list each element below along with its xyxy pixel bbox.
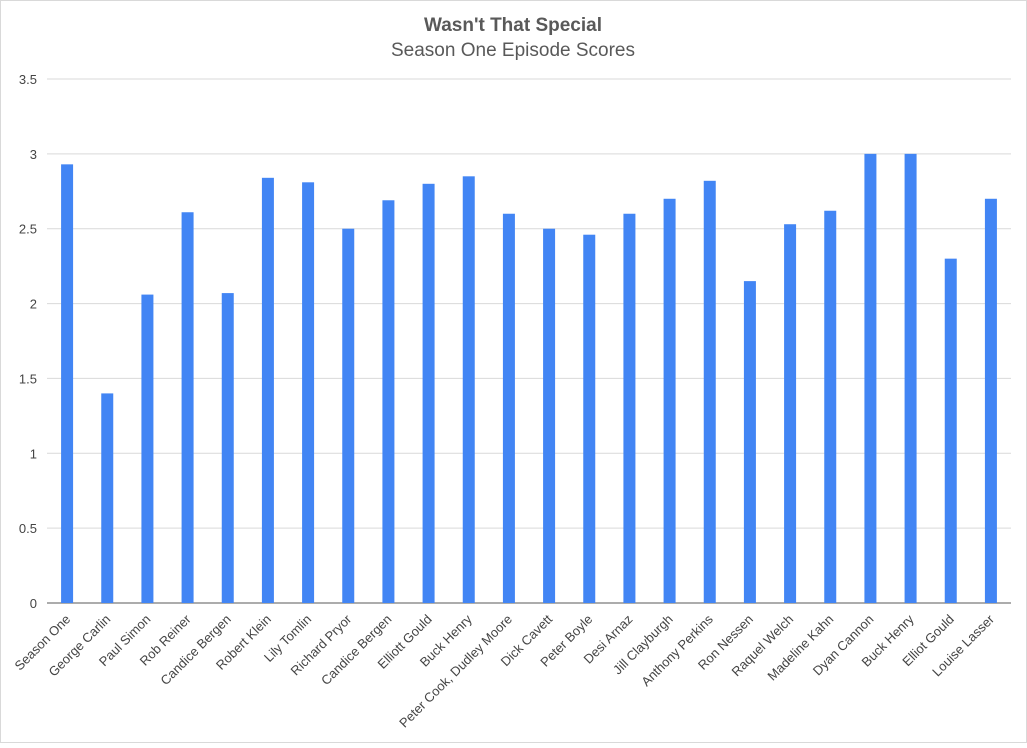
chart-title: Wasn't That Special — [424, 15, 602, 36]
bars — [61, 153, 997, 604]
y-tick-label: 1.5 — [19, 371, 37, 386]
bar — [382, 200, 395, 604]
bar — [904, 153, 917, 603]
bar — [422, 183, 435, 604]
bar — [824, 210, 837, 603]
bar — [61, 164, 74, 603]
y-axis-ticks: 0 0.5 1 1.5 2 2.5 3 3.5 — [19, 72, 37, 611]
y-tick-label: 0.5 — [19, 521, 37, 536]
bar — [623, 213, 636, 603]
gridlines — [47, 78, 1011, 604]
bar — [502, 213, 515, 603]
bar — [302, 182, 315, 603]
bar — [181, 212, 194, 603]
bar — [784, 224, 797, 604]
chart-subtitle: Season One Episode Scores — [391, 40, 635, 61]
bar — [261, 177, 274, 603]
bar — [101, 393, 114, 603]
bar — [221, 293, 234, 603]
bar — [543, 228, 556, 603]
y-tick-label: 1 — [30, 446, 37, 461]
bar — [944, 258, 957, 603]
bar — [663, 198, 676, 603]
y-tick-label: 2 — [30, 297, 37, 312]
bar — [743, 281, 756, 603]
bar — [462, 176, 475, 604]
y-tick-label: 3 — [30, 147, 37, 162]
y-tick-label: 2.5 — [19, 222, 37, 237]
bar — [342, 228, 355, 603]
y-tick-label: 0 — [30, 596, 37, 611]
bar — [141, 294, 154, 603]
bar — [703, 180, 716, 603]
y-tick-label: 3.5 — [19, 72, 37, 87]
bar — [864, 153, 877, 603]
bar — [984, 198, 997, 603]
bar — [583, 234, 596, 603]
